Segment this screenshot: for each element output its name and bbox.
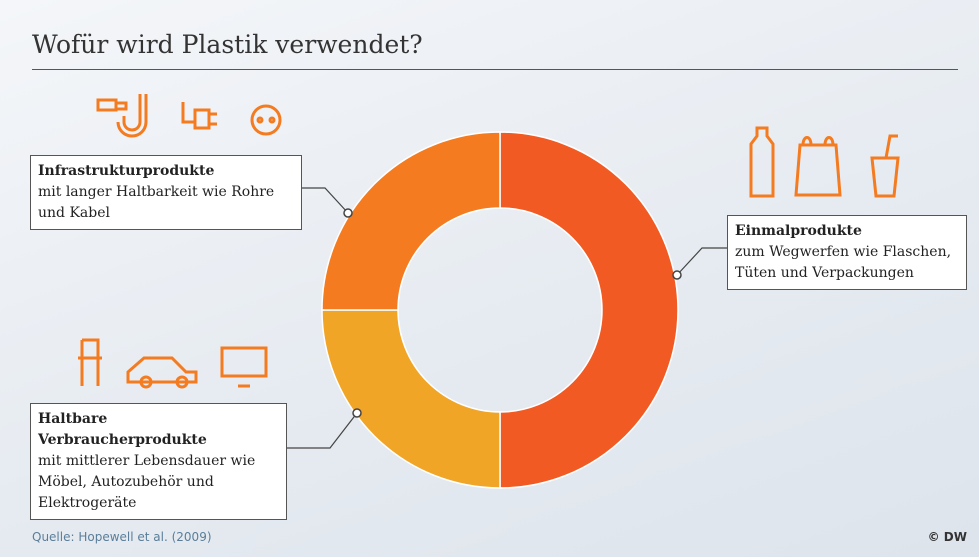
donut-slice [321,309,501,489]
label-box: Haltbare Verbraucherprodukte mit mittlere… [30,403,287,520]
source: Quelle: Hopewell et al. (2009) [32,530,212,544]
icons [78,94,900,389]
label-title: Haltbare Verbraucherprodukte [38,411,207,448]
label-title: Infrastrukturprodukte [38,163,215,179]
label-box: Einmalprodukte zum Wegwerfen wie Flaschen… [727,215,967,290]
label-title: Einmalprodukte [735,223,862,239]
label-box: Infrastrukturprodukte mit langer Haltbark… [30,155,302,230]
title-rule [32,69,958,70]
chart-title: Wofür wird Plastik verwendet? [32,30,423,59]
donut-slice [499,131,679,489]
credit: © DW [927,530,967,544]
donut-slice [321,131,501,311]
leader-dots [343,208,682,418]
label-text: zum Wegwerfen wie Flaschen, Tüten und Ve… [735,244,952,281]
label-text: mit langer Haltbarkeit wie Rohre und Kab… [38,184,275,221]
label-text: mit mittlerer Lebensdauer wie Möbel, Aut… [38,453,256,511]
leaders [287,187,727,449]
